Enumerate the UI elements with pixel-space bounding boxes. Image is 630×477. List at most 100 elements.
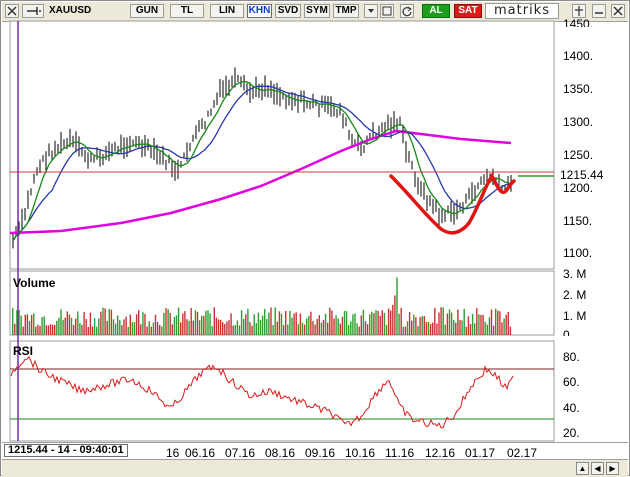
volume-bar [81, 324, 83, 335]
volume-bar [243, 318, 245, 335]
pin-icon[interactable] [22, 4, 44, 18]
volume-bar [394, 295, 396, 335]
volume-bar [127, 326, 129, 335]
volume-bar [289, 310, 291, 335]
volume-bar [96, 326, 98, 335]
volume-bar [320, 322, 323, 335]
buy-button[interactable]: AL [422, 4, 450, 18]
volume-bar [387, 308, 390, 335]
tab-svd[interactable]: SVD [275, 4, 301, 18]
rsi-axis-tick: 60. [563, 375, 580, 389]
volume-bar [192, 320, 194, 335]
volume-bar [406, 321, 409, 335]
dropdown-icon[interactable] [364, 4, 378, 18]
volume-bar [234, 325, 236, 335]
volume-bar [375, 309, 377, 335]
tab-sym[interactable]: SYM [304, 4, 330, 18]
date-tick: 01.17 [465, 446, 496, 460]
volume-bar [478, 314, 480, 335]
volume-bar [238, 325, 241, 335]
volume-bar [324, 313, 327, 335]
volume-bar [131, 322, 134, 335]
volume-bar [102, 307, 104, 335]
volume-bar [471, 313, 474, 335]
volume-bar [450, 312, 453, 335]
volume-bar [474, 323, 476, 335]
volume-bar [135, 314, 138, 335]
volume-bar [461, 320, 463, 335]
volume-bar [276, 321, 278, 335]
tab-khn[interactable]: KHN [247, 4, 272, 18]
tab-gun[interactable]: GUN [130, 4, 164, 18]
volume-bar [211, 326, 213, 335]
minimize-icon[interactable] [592, 4, 606, 18]
volume-bar [278, 311, 281, 335]
volume-bar [400, 307, 402, 335]
volume-bar [232, 325, 234, 335]
volume-axis-tick: 2. M [563, 288, 587, 302]
scroll-left-icon[interactable]: ◀ [591, 462, 604, 475]
volume-bar [205, 310, 207, 335]
volume-bar [366, 324, 369, 335]
volume-bar [104, 308, 106, 335]
volume-bar [100, 311, 102, 335]
volume-bar [385, 325, 388, 335]
horizontal-scrollbar[interactable]: ▲ ◀ ▶ [2, 459, 628, 477]
window-icon[interactable] [380, 4, 394, 18]
refresh-icon[interactable] [400, 4, 414, 18]
volume-bar [484, 321, 486, 335]
sell-button[interactable]: SAT [454, 4, 482, 18]
volume-bar [20, 315, 22, 335]
volume-bar [77, 311, 79, 335]
date-tick: 08.16 [265, 446, 296, 460]
volume-bar [316, 319, 318, 335]
volume-bar [56, 320, 58, 335]
moving-average-slow [9, 129, 512, 235]
volume-bar [335, 315, 337, 335]
volume-bar [480, 315, 482, 335]
scroll-right-icon[interactable]: ▶ [606, 462, 619, 475]
tab-tl[interactable]: TL [170, 4, 204, 18]
price-axis-tick: 1350. [563, 82, 594, 96]
volume-bar [117, 315, 119, 335]
volume-bar [129, 314, 131, 335]
volume-bar [110, 309, 113, 335]
volume-bar [497, 310, 499, 335]
volume-bar [138, 310, 140, 335]
volume-bar [280, 313, 283, 335]
volume-bar [93, 318, 96, 335]
volume-bar [41, 317, 43, 335]
volume-bar [217, 319, 220, 335]
volume-bar [293, 313, 295, 335]
volume-bar [457, 309, 459, 335]
cup-pattern-annotation [389, 172, 516, 235]
volume-bar [18, 310, 20, 335]
volume-bar [337, 318, 339, 335]
volume-bar [373, 313, 375, 335]
volume-bar [343, 311, 346, 335]
volume-bar [488, 317, 491, 335]
close-icon[interactable] [611, 4, 625, 18]
volume-axis-tick: 3. M [563, 267, 587, 281]
close-icon[interactable] [5, 4, 19, 18]
volume-bar [358, 326, 360, 335]
volume-bar [66, 311, 68, 335]
volume-bar [291, 317, 293, 335]
volume-bar [318, 315, 320, 335]
tab-tmp[interactable]: TMP [333, 4, 359, 18]
volume-bar [79, 323, 81, 335]
volume-bar [228, 320, 230, 335]
tab-lin[interactable]: LIN [210, 4, 244, 18]
volume-bar [350, 321, 352, 335]
volume-bar [345, 311, 348, 335]
zoom-out-icon[interactable]: ▲ [576, 462, 589, 475]
volume-bar [348, 325, 350, 335]
volume-bar [438, 312, 440, 335]
volume-bar [35, 326, 37, 335]
volume-bar [58, 317, 60, 335]
pin-icon[interactable] [572, 4, 586, 18]
volume-bar [295, 312, 297, 335]
volume-bar [253, 314, 255, 335]
